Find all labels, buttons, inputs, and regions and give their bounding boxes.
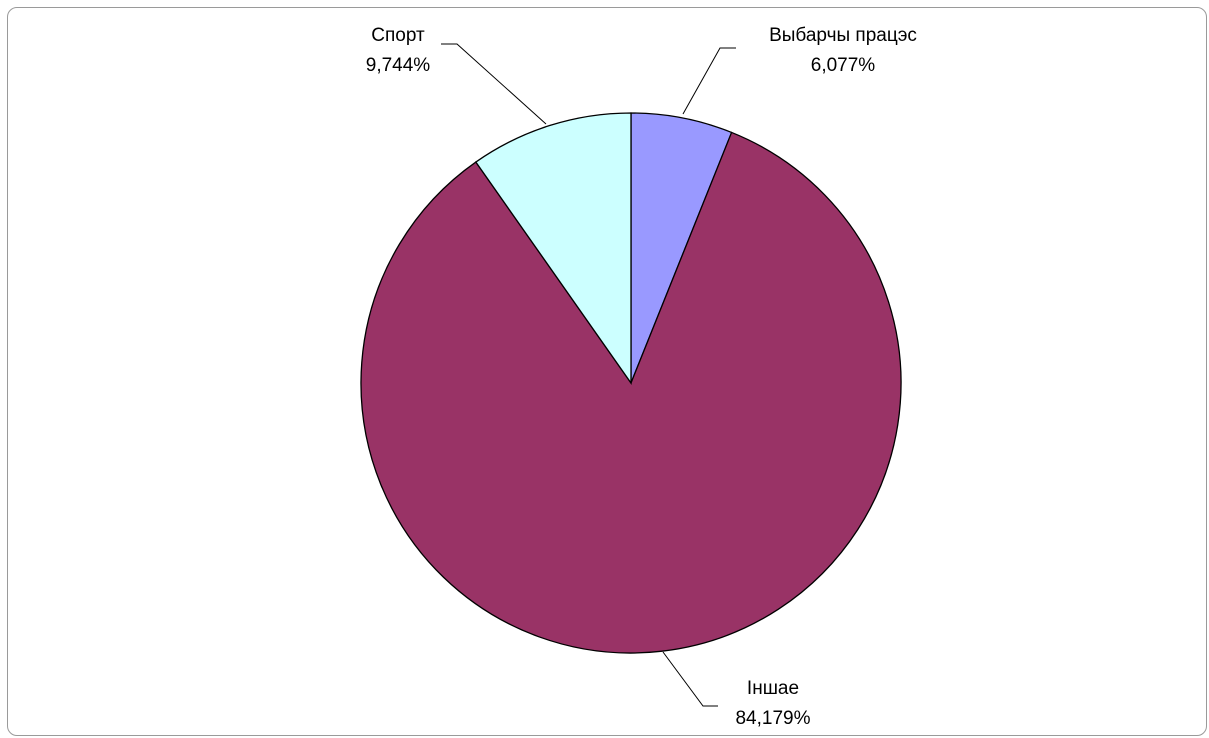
pie-slice-3 — [474, 112, 632, 386]
slice-name-label-1: Выбарчы працэс — [769, 25, 917, 46]
slice-value-label-2: 84,179% — [735, 708, 810, 729]
leader-line-1 — [682, 47, 736, 115]
leader-line-2 — [662, 651, 718, 707]
slice-value-label-3: 9,744% — [366, 55, 431, 76]
leader-lines — [441, 43, 736, 707]
pie-slices — [360, 112, 902, 654]
slice-name-label-2: Іншае — [747, 678, 799, 699]
slice-labels: Выбарчы працэс 6,077% Іншае 84,179% Спорт 9,7… — [366, 25, 917, 729]
slice-value-label-1: 6,077% — [811, 55, 876, 76]
slice-name-label-3: Спорт — [371, 25, 425, 46]
leader-line-3 — [441, 43, 547, 125]
pie-slice-2 — [360, 131, 902, 654]
